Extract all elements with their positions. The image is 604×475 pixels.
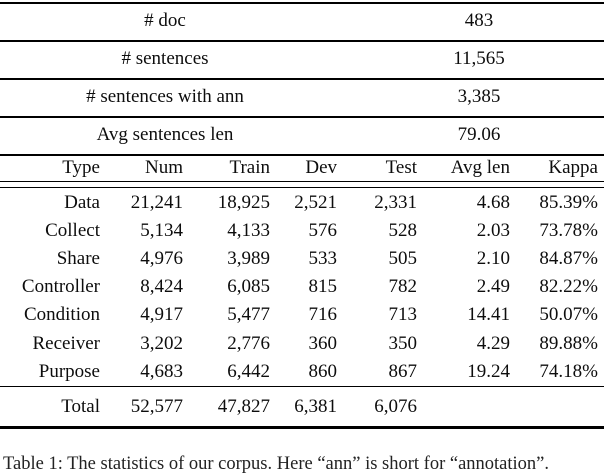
summary-value: 79.06 xyxy=(457,124,501,145)
cell-dev: 360 xyxy=(308,332,338,354)
cell-train: 5,477 xyxy=(227,304,270,326)
table-row: Collect 5,134 4,133 576 528 2.03 73.78% xyxy=(0,217,604,245)
cell-dev: 860 xyxy=(308,360,338,382)
cell-type: Controller xyxy=(21,276,100,298)
cell-train: 6,442 xyxy=(227,360,270,382)
rule-top xyxy=(0,2,604,4)
rule-after-sentences xyxy=(0,78,604,80)
cell-num: 4,917 xyxy=(140,304,183,326)
cell-test: 867 xyxy=(388,360,418,382)
cell-num: 4,683 xyxy=(140,360,183,382)
header-kappa: Kappa xyxy=(548,157,598,178)
summary-row-sentences-with-ann: # sentences with ann 3,385 xyxy=(0,79,604,115)
cell-num: 3,202 xyxy=(140,332,183,354)
cell-kappa: 89.88% xyxy=(539,332,598,354)
rule-after-doc xyxy=(0,40,604,42)
cell-dev: 576 xyxy=(308,220,338,242)
cell-type: Data xyxy=(64,192,100,214)
header-avg-len: Avg len xyxy=(450,157,510,178)
summary-label: # sentences xyxy=(121,48,209,69)
cell-avg-len: 19.24 xyxy=(467,360,510,382)
summary-label: # sentences with ann xyxy=(86,86,244,107)
summary-label: Avg sentences len xyxy=(96,124,234,145)
table-caption: Table 1: The statistics of our corpus. H… xyxy=(3,454,550,474)
cell-test: 782 xyxy=(388,276,418,298)
cell-total-train: 47,827 xyxy=(217,395,270,417)
cell-num: 8,424 xyxy=(140,276,183,298)
summary-row-avg-len: Avg sentences len 79.06 xyxy=(0,117,604,153)
cell-total-dev: 6,381 xyxy=(294,395,337,417)
cell-train: 18,925 xyxy=(217,192,270,214)
double-rule-below-header xyxy=(0,180,604,188)
cell-avg-len: 2.49 xyxy=(476,276,510,298)
table-header-row: Type Num Train Dev Test Avg len Kappa xyxy=(0,156,604,180)
summary-value: 483 xyxy=(464,10,494,31)
cell-total-test: 6,076 xyxy=(374,395,417,417)
header-num: Num xyxy=(145,157,183,178)
summary-label: # doc xyxy=(144,10,186,31)
cell-type: Purpose xyxy=(38,360,100,382)
cell-type: Condition xyxy=(23,304,100,326)
cell-train: 3,989 xyxy=(227,248,270,270)
cell-dev: 815 xyxy=(308,276,338,298)
cell-test: 713 xyxy=(388,304,418,326)
cell-avg-len: 2.03 xyxy=(476,220,510,242)
cell-avg-len: 2.10 xyxy=(476,248,510,270)
cell-train: 4,133 xyxy=(227,220,270,242)
cell-test: 350 xyxy=(388,332,418,354)
summary-row-sentences: # sentences 11,565 xyxy=(0,41,604,77)
cell-kappa: 82.22% xyxy=(539,276,598,298)
header-dev: Dev xyxy=(305,157,337,178)
cell-train: 6,085 xyxy=(227,276,270,298)
cell-type: Share xyxy=(56,248,100,270)
table-row: Receiver 3,202 2,776 360 350 4.29 89.88% xyxy=(0,330,604,358)
table-row: Condition 4,917 5,477 716 713 14.41 50.0… xyxy=(0,301,604,329)
table-row: Share 4,976 3,989 533 505 2.10 84.87% xyxy=(0,245,604,273)
cell-train: 2,776 xyxy=(227,332,270,354)
cell-num: 4,976 xyxy=(140,248,183,270)
cell-dev: 2,521 xyxy=(294,192,337,214)
rule-bottom xyxy=(0,426,604,429)
cell-kappa: 74.18% xyxy=(539,360,598,382)
rule-after-ann xyxy=(0,116,604,118)
cell-total-num: 52,577 xyxy=(130,395,183,417)
cell-num: 21,241 xyxy=(130,192,183,214)
summary-value: 11,565 xyxy=(453,48,505,69)
cell-total-label: Total xyxy=(61,395,100,417)
header-test: Test xyxy=(385,157,417,178)
rule-above-header xyxy=(0,154,604,156)
table-row: Purpose 4,683 6,442 860 867 19.24 74.18% xyxy=(0,358,604,386)
header-type: Type xyxy=(62,157,100,178)
cell-dev: 533 xyxy=(308,248,338,270)
cell-test: 505 xyxy=(388,248,418,270)
table-row: Data 21,241 18,925 2,521 2,331 4.68 85.3… xyxy=(0,189,604,217)
rule-above-total xyxy=(0,386,604,388)
cell-kappa: 85.39% xyxy=(539,192,598,214)
cell-dev: 716 xyxy=(308,304,338,326)
cell-kappa: 84.87% xyxy=(539,248,598,270)
header-train: Train xyxy=(229,157,270,178)
summary-value: 3,385 xyxy=(457,86,501,107)
cell-avg-len: 4.29 xyxy=(476,332,510,354)
cell-test: 2,331 xyxy=(374,192,417,214)
cell-type: Collect xyxy=(45,220,100,242)
cell-kappa: 73.78% xyxy=(539,220,598,242)
cell-avg-len: 4.68 xyxy=(476,192,510,214)
table-row: Controller 8,424 6,085 815 782 2.49 82.2… xyxy=(0,273,604,301)
cell-type: Receiver xyxy=(32,332,100,354)
cell-num: 5,134 xyxy=(140,220,183,242)
cell-test: 528 xyxy=(388,220,418,242)
cell-kappa: 50.07% xyxy=(539,304,598,326)
table-total-row: Total 52,577 47,827 6,381 6,076 xyxy=(0,388,604,425)
summary-row-doc: # doc 483 xyxy=(0,3,604,39)
cell-avg-len: 14.41 xyxy=(467,304,510,326)
